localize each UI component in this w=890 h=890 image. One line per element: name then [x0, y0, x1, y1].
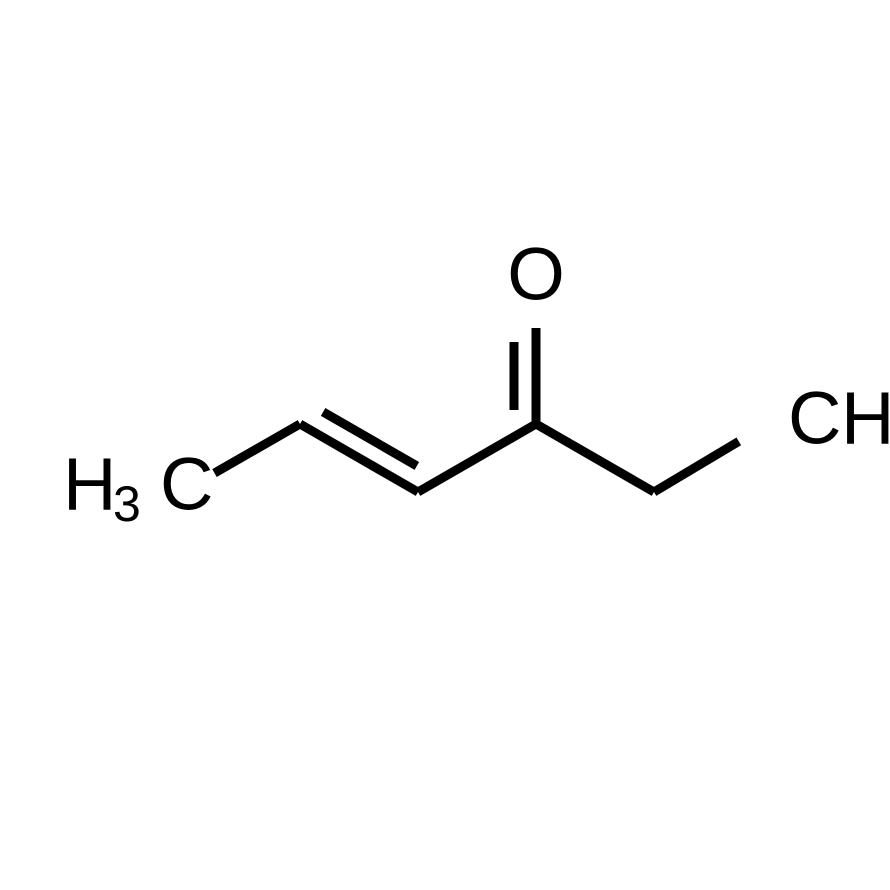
atom-label: 3 [113, 476, 141, 532]
atom-label: C [788, 377, 841, 460]
atom-label: O [507, 233, 565, 316]
atom-label: C [160, 443, 213, 526]
atom-label: H [841, 377, 890, 460]
atom-label: H [63, 443, 116, 526]
molecule-diagram: H3COCH3 [0, 0, 890, 890]
